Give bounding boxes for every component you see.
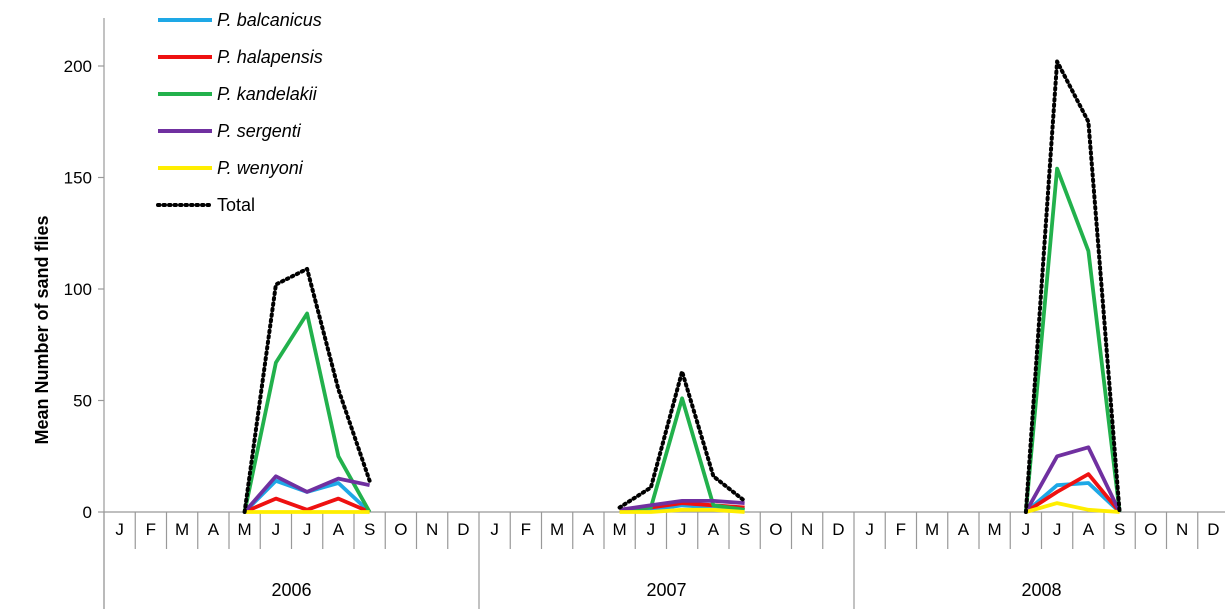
series-line: [243, 474, 370, 514]
month-label: A: [333, 520, 345, 539]
series-line: [619, 498, 745, 512]
series-line: [242, 266, 372, 514]
series-line: [1023, 59, 1122, 514]
year-label: 2007: [646, 580, 686, 600]
y-tick-label: 150: [64, 169, 92, 188]
series-line: [619, 507, 745, 514]
series-line: [243, 496, 371, 514]
month-label: J: [490, 520, 499, 539]
year-label: 2006: [271, 580, 311, 600]
month-label: D: [457, 520, 469, 539]
y-axis: 0 50 100 150 200: [64, 18, 105, 609]
month-label: M: [988, 520, 1002, 539]
month-label: J: [303, 520, 312, 539]
plot-lines: [242, 59, 1122, 514]
month-label: J: [647, 520, 656, 539]
legend-label: P. balcanicus: [217, 10, 322, 30]
month-label: J: [865, 520, 874, 539]
year-label: 2008: [1021, 580, 1061, 600]
y-tick-label: 100: [64, 280, 92, 299]
legend-label: P. halapensis: [217, 47, 323, 67]
month-label: A: [1083, 520, 1095, 539]
series-line: [1024, 472, 1122, 514]
month-label: S: [1114, 520, 1125, 539]
month-label: N: [801, 520, 813, 539]
series-line: [242, 311, 372, 513]
y-tick-label: 0: [83, 503, 92, 522]
month-label: D: [1207, 520, 1219, 539]
month-label: A: [708, 520, 720, 539]
series-p-sergenti: [243, 445, 1122, 514]
month-label: S: [364, 520, 375, 539]
month-label: J: [1022, 520, 1031, 539]
month-label: M: [613, 520, 627, 539]
series-total: [242, 59, 1122, 514]
month-label: S: [739, 520, 750, 539]
series-p-kandelakii: [242, 166, 1122, 513]
series-p-wenyoni: [244, 501, 1120, 514]
legend: P. balcanicus P. halapensis P. kandelakii P…: [156, 10, 323, 215]
series-line: [1024, 445, 1122, 513]
series-p-balcanicus: [243, 478, 1121, 514]
month-label: A: [583, 520, 595, 539]
month-label: O: [769, 520, 782, 539]
month-label: O: [1144, 520, 1157, 539]
y-tick-label: 200: [64, 57, 92, 76]
month-label: J: [678, 520, 687, 539]
series-line: [1024, 166, 1122, 513]
month-label: A: [208, 520, 220, 539]
legend-label: Total: [217, 195, 255, 215]
legend-label: P. sergenti: [217, 121, 302, 141]
month-label: M: [175, 520, 189, 539]
month-label: M: [925, 520, 939, 539]
y-tick-label: 50: [73, 392, 92, 411]
series-line: [243, 478, 371, 514]
month-label: N: [426, 520, 438, 539]
month-label: M: [238, 520, 252, 539]
month-label: F: [521, 520, 531, 539]
legend-label: P. wenyoni: [217, 158, 304, 178]
month-label: A: [958, 520, 970, 539]
series-line: [1025, 501, 1120, 514]
series-line: [619, 396, 745, 512]
month-label: O: [394, 520, 407, 539]
month-label: F: [896, 520, 906, 539]
month-label: D: [832, 520, 844, 539]
month-label: J: [272, 520, 281, 539]
month-label: J: [1053, 520, 1062, 539]
month-label: N: [1176, 520, 1188, 539]
month-label: F: [146, 520, 156, 539]
y-axis-title: Mean Number of sand flies: [32, 215, 52, 444]
legend-label: P. kandelakii: [217, 84, 318, 104]
month-label: M: [550, 520, 564, 539]
month-label: J: [115, 520, 124, 539]
series-line: [617, 369, 747, 510]
